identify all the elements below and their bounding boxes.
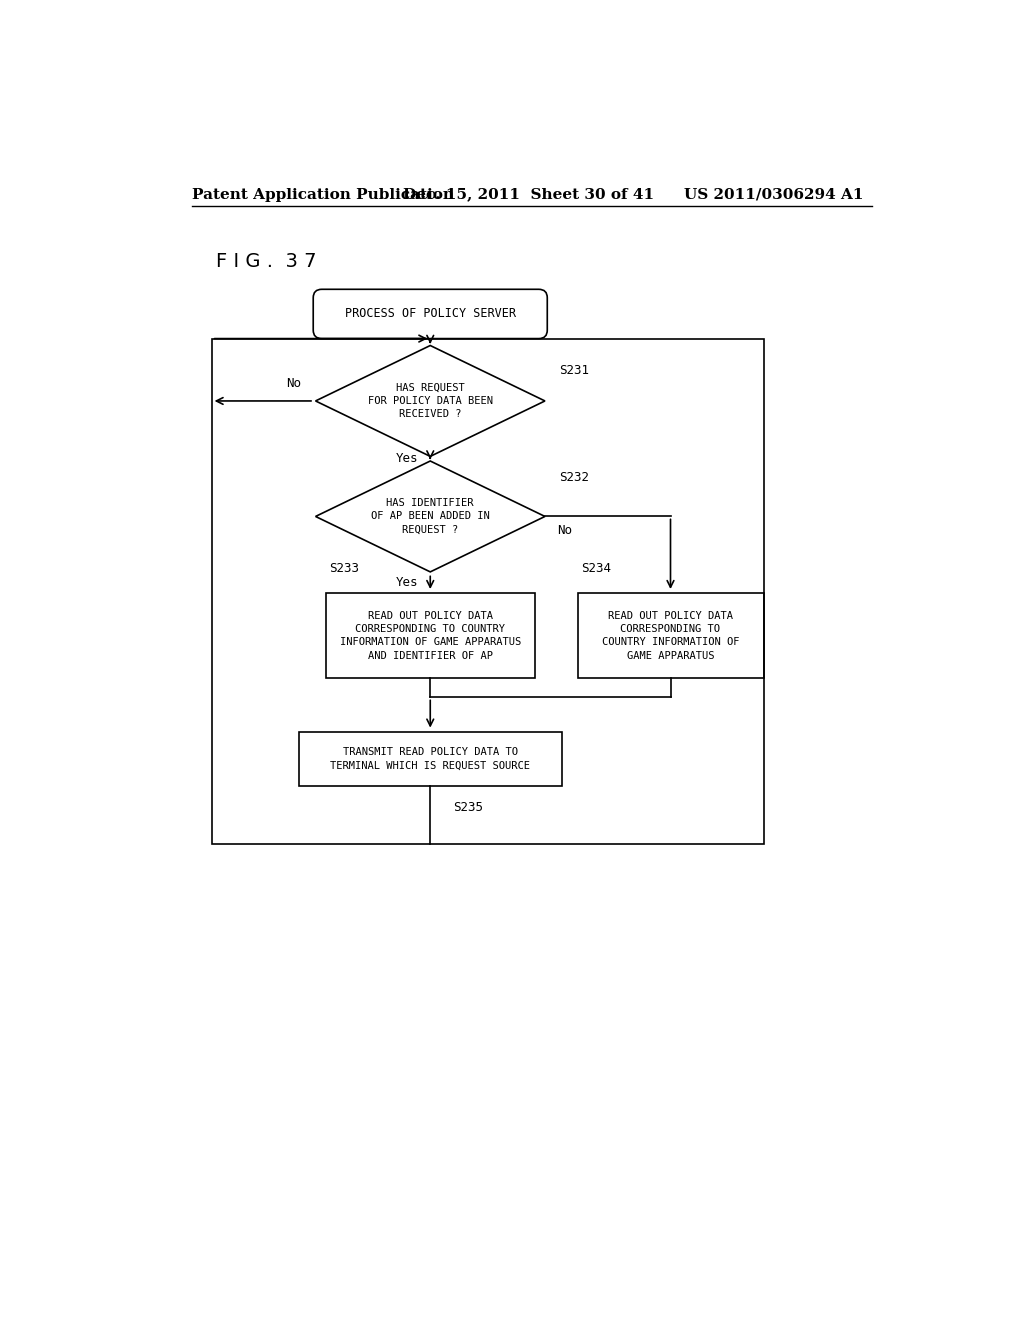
Text: F I G .  3 7: F I G . 3 7 xyxy=(216,252,316,272)
Text: HAS IDENTIFIER
OF AP BEEN ADDED IN
REQUEST ?: HAS IDENTIFIER OF AP BEEN ADDED IN REQUE… xyxy=(371,498,489,535)
Text: PROCESS OF POLICY SERVER: PROCESS OF POLICY SERVER xyxy=(345,308,516,321)
Polygon shape xyxy=(315,461,545,572)
Text: S232: S232 xyxy=(559,471,589,484)
Text: Yes: Yes xyxy=(395,576,418,589)
Text: Patent Application Publication: Patent Application Publication xyxy=(193,187,455,202)
Text: READ OUT POLICY DATA
CORRESPONDING TO
COUNTRY INFORMATION OF
GAME APPARATUS: READ OUT POLICY DATA CORRESPONDING TO CO… xyxy=(602,611,739,660)
FancyBboxPatch shape xyxy=(313,289,547,339)
Text: TRANSMIT READ POLICY DATA TO
TERMINAL WHICH IS REQUEST SOURCE: TRANSMIT READ POLICY DATA TO TERMINAL WH… xyxy=(331,747,530,771)
Text: Yes: Yes xyxy=(395,453,418,465)
Text: S231: S231 xyxy=(559,364,589,378)
Text: HAS REQUEST
FOR POLICY DATA BEEN
RECEIVED ?: HAS REQUEST FOR POLICY DATA BEEN RECEIVE… xyxy=(368,383,493,420)
Text: US 2011/0306294 A1: US 2011/0306294 A1 xyxy=(684,187,864,202)
Bar xyxy=(326,594,535,678)
Text: No: No xyxy=(557,524,572,537)
Bar xyxy=(212,339,764,843)
Text: READ OUT POLICY DATA
CORRESPONDING TO COUNTRY
INFORMATION OF GAME APPARATUS
AND : READ OUT POLICY DATA CORRESPONDING TO CO… xyxy=(340,611,521,660)
Bar xyxy=(578,594,764,678)
Bar xyxy=(299,733,562,785)
Text: S234: S234 xyxy=(582,562,611,576)
Text: Dec. 15, 2011  Sheet 30 of 41: Dec. 15, 2011 Sheet 30 of 41 xyxy=(403,187,654,202)
Polygon shape xyxy=(315,346,545,457)
Text: S235: S235 xyxy=(454,801,483,814)
Text: No: No xyxy=(287,378,302,391)
Text: S233: S233 xyxy=(330,562,359,576)
